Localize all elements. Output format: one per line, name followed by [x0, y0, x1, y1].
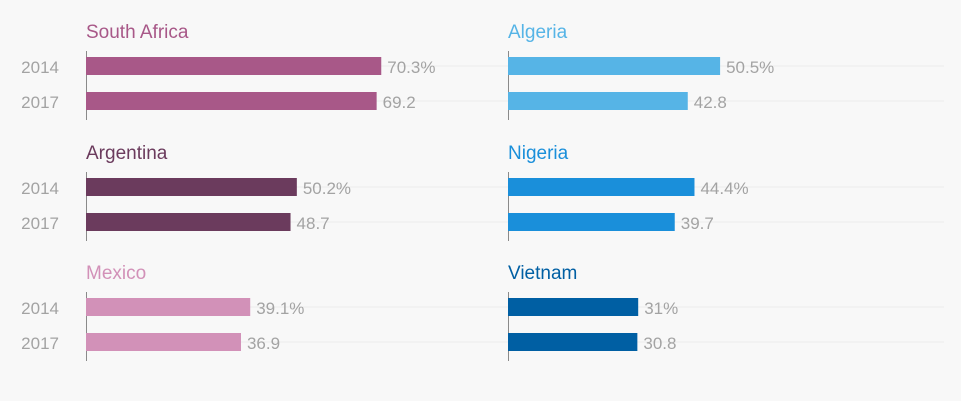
bar-argentina-2017	[86, 213, 291, 231]
data-label: 42.8	[694, 93, 727, 112]
data-label: 50.5%	[726, 58, 774, 77]
bar-vietnam-2014	[508, 298, 639, 316]
bar-mexico-2017	[86, 333, 241, 351]
data-label: 70.3%	[387, 58, 435, 77]
bar-mexico-2014	[86, 298, 251, 316]
year-label: 2014	[21, 58, 59, 77]
bar-nigeria-2014	[508, 178, 695, 196]
data-label: 31%	[644, 299, 678, 318]
year-label: 2017	[21, 334, 59, 353]
bar-vietnam-2017	[508, 333, 638, 351]
year-label: 2014	[21, 179, 59, 198]
panel-title-south-africa: South Africa	[86, 22, 189, 43]
bar-algeria-2014	[508, 57, 721, 75]
data-label: 30.8	[643, 334, 676, 353]
bar-south-africa-2014	[86, 57, 382, 75]
year-label: 2017	[21, 93, 59, 112]
data-label: 48.7	[297, 214, 330, 233]
panel-title-algeria: Algeria	[508, 22, 568, 43]
bar-argentina-2014	[86, 178, 297, 196]
panel-title-argentina: Argentina	[86, 143, 168, 164]
data-label: 44.4%	[700, 179, 748, 198]
bar-south-africa-2017	[86, 92, 377, 110]
year-label: 2014	[21, 299, 59, 318]
year-label: 2017	[21, 214, 59, 233]
data-label: 36.9	[247, 334, 280, 353]
bar-nigeria-2017	[508, 213, 675, 231]
data-label: 39.7	[681, 214, 714, 233]
data-label: 69.2	[383, 93, 416, 112]
panel-title-mexico: Mexico	[86, 263, 146, 284]
panel-title-vietnam: Vietnam	[508, 263, 577, 284]
data-label: 50.2%	[303, 179, 351, 198]
data-label: 39.1%	[256, 299, 304, 318]
panel-title-nigeria: Nigeria	[508, 143, 569, 164]
bar-algeria-2017	[508, 92, 688, 110]
